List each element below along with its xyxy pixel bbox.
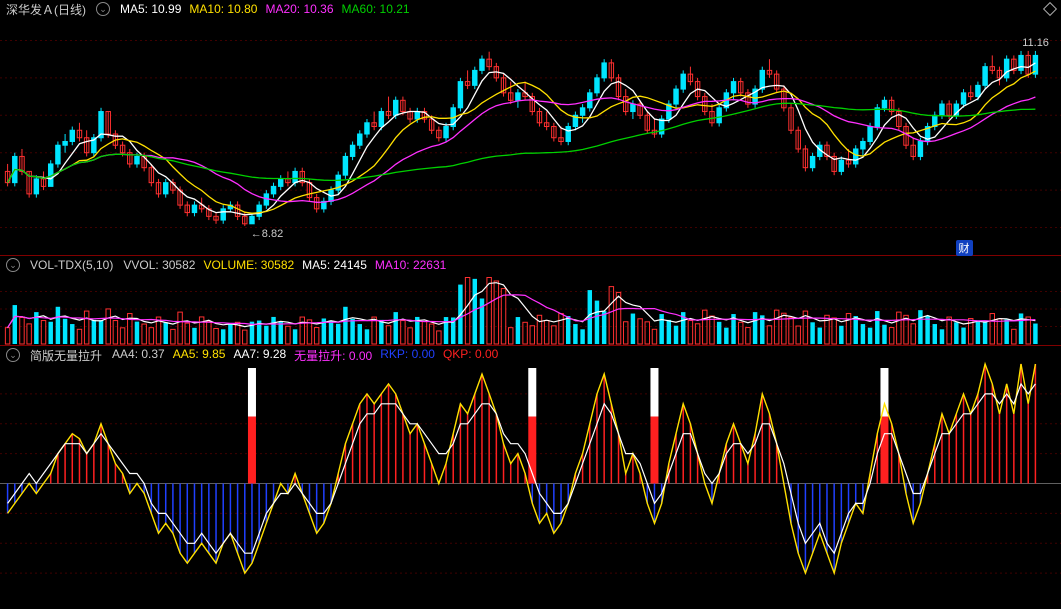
price-legend: MA5: 10.99 MA10: 10.80 MA20: 10.36 MA60:… [120,2,410,16]
low-price-tag: ←8.82 [251,228,283,240]
vol-title: VOL-TDX(5,10) [30,258,113,272]
volume-header: ⌄ VOL-TDX(5,10) VVOL: 30582 VOLUME: 3058… [0,256,1061,274]
collapse-icon[interactable]: ⌄ [6,258,20,272]
price-panel: 深华发Ａ(日线) ⌄ MA5: 10.99 MA10: 10.80 MA20: … [0,0,1061,256]
oscillator-chart[interactable] [0,346,1061,609]
volume-panel: ⌄ VOL-TDX(5,10) VVOL: 30582 VOLUME: 3058… [0,256,1061,346]
cai-badge: 财 [956,240,973,256]
price-header: 深华发Ａ(日线) ⌄ MA5: 10.99 MA10: 10.80 MA20: … [0,0,1061,18]
osc-title: 简版无量拉升 [30,347,102,364]
oscillator-panel: ⌄ 简版无量拉升 AA4: 0.37 AA5: 9.85 AA7: 9.28 无… [0,346,1061,609]
price-chart[interactable] [0,0,1061,256]
osc-legend: AA4: 0.37 AA5: 9.85 AA7: 9.28 无量拉升: 0.00… [112,347,498,364]
price-title: 深华发Ａ(日线) [6,1,86,18]
high-price-tag: 11.16 [1022,37,1049,49]
osc-header: ⌄ 简版无量拉升 AA4: 0.37 AA5: 9.85 AA7: 9.28 无… [0,346,1061,364]
collapse-icon[interactable]: ⌄ [96,2,110,16]
vol-legend: VVOL: 30582 VOLUME: 30582 MA5: 24145 MA1… [123,258,446,272]
collapse-icon[interactable]: ⌄ [6,348,20,362]
